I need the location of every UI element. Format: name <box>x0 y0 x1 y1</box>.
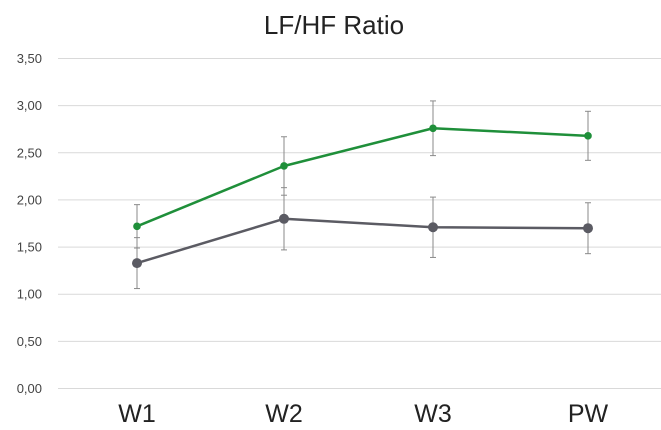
data-point <box>133 222 141 231</box>
y-tick-label: 3,50 <box>17 51 42 66</box>
data-point <box>428 222 438 233</box>
y-tick-label: 2,00 <box>17 192 42 207</box>
y-tick-label: 3,00 <box>17 98 42 113</box>
x-tick-label: W1 <box>118 400 156 428</box>
x-axis-ticks: W1 W2 W3 PW <box>118 400 608 428</box>
grid-lines <box>58 58 661 389</box>
y-tick-label: 0,50 <box>17 334 42 349</box>
x-tick-label: W2 <box>265 400 303 428</box>
data-point <box>583 223 593 234</box>
y-axis-ticks: 0,00 0,50 1,00 1,50 2,00 2,50 3,00 3,50 <box>17 51 42 396</box>
series-lines <box>136 127 589 265</box>
chart-title: LF/HF Ratio <box>264 10 404 40</box>
series-points <box>132 124 593 269</box>
data-point <box>132 258 142 269</box>
x-tick-label: PW <box>568 400 609 428</box>
y-tick-label: 2,50 <box>17 145 42 160</box>
x-tick-label: W3 <box>414 400 452 428</box>
data-point <box>429 124 437 133</box>
series-line-1 <box>136 127 589 228</box>
y-tick-label: 1,50 <box>17 240 42 255</box>
data-point <box>279 213 289 224</box>
y-tick-label: 1,00 <box>17 287 42 302</box>
error-bars <box>134 100 591 290</box>
series-line-2 <box>136 217 589 265</box>
y-tick-label: 0,00 <box>17 381 42 396</box>
data-point <box>280 162 288 170</box>
data-point <box>584 132 592 140</box>
